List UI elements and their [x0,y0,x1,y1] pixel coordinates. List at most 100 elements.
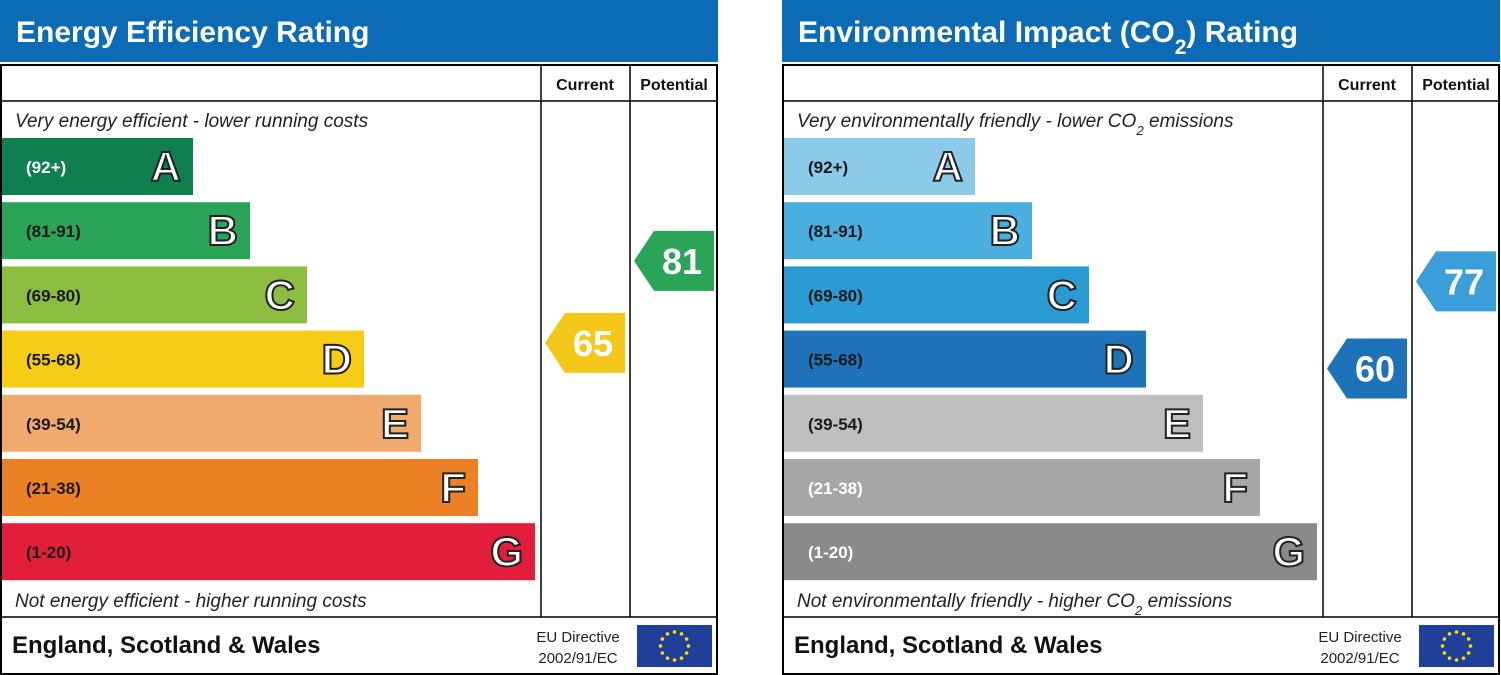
bottom-note-part: Not energy efficient - higher running co… [15,591,367,612]
rating-value: 81 [662,241,702,282]
band-range: (69-80) [26,286,81,305]
rating-arrow [1416,251,1496,312]
rating-panel: Environmental Impact (CO2) RatingCurrent… [782,0,1500,675]
band-letter: B [208,207,238,254]
band-range: (92+) [808,158,848,177]
band-bar [2,523,535,581]
column-header: Current [1338,77,1396,94]
panel-title-part: Energy Efficiency Rating [16,16,369,49]
band-range: (81-91) [808,222,863,241]
bottom-note-part: 2 [1134,603,1143,618]
footer-region: England, Scotland & Wales [12,632,320,659]
band-range: (81-91) [26,222,81,241]
band-letter: D [1104,336,1134,383]
eu-star [1461,632,1466,636]
band-bar [2,459,478,516]
band-bar [784,523,1317,581]
panel-title: Environmental Impact (CO2) Rating [798,16,1298,59]
top-note-part: 2 [1135,123,1144,138]
band-range: (1-20) [26,543,71,562]
band-range: (1-20) [808,543,853,562]
band-bar [784,394,1203,452]
eu-star [672,658,677,662]
band-letter: B [990,207,1020,254]
eu-star [1447,656,1452,660]
band-bar [784,459,1260,516]
eu-star [1461,656,1466,660]
band-letter: E [1163,400,1191,447]
band-bar [784,330,1146,388]
bottom-note-part: emissions [1142,591,1232,612]
band-letter: G [490,528,523,575]
eu-star [665,632,670,636]
eu-star [1468,644,1473,648]
band-bar [2,394,421,452]
rating-arrow [1327,338,1407,399]
band-bar [2,202,250,260]
band-letter: G [1272,528,1305,575]
panel-title-part: Environmental Impact (CO [798,16,1175,49]
band-range: (21-38) [808,479,863,498]
eu-star [1440,644,1445,648]
eu-star [684,637,689,641]
title-bar [0,0,718,62]
top-note: Very energy efficient - lower running co… [15,111,369,132]
band-bar [2,138,193,195]
top-note-part: Very energy efficient - lower running co… [15,111,369,132]
directive-text: 2002/91/EC [1320,650,1399,667]
band-bar [784,202,1032,260]
eu-star [684,651,689,655]
band-bar [2,266,307,324]
eu-star [1447,632,1452,636]
eu-star [658,644,663,648]
eu-star [660,651,665,655]
eu-star [679,632,684,636]
band-range: (69-80) [808,286,863,305]
eu-star [679,656,684,660]
eu-star [1454,658,1459,662]
eu-star [660,637,665,641]
title-bar [782,0,1500,62]
band-range: (39-54) [808,415,863,434]
eu-star [672,630,677,634]
bottom-note-part: Not environmentally friendly - higher CO [797,591,1135,612]
band-range: (55-68) [26,351,81,370]
band-range: (92+) [26,158,66,177]
band-letter: C [1047,271,1077,318]
band-bar [2,330,364,388]
bottom-note: Not energy efficient - higher running co… [15,591,367,612]
band-range: (39-54) [26,415,81,434]
eu-star [1442,637,1447,641]
band-letter: E [381,400,409,447]
rating-arrow [545,312,625,373]
panel-title: Energy Efficiency Rating [16,16,369,49]
band-bar [784,138,975,195]
directive-text: EU Directive [1318,629,1401,646]
top-note-part: emissions [1144,111,1234,132]
column-header: Potential [1422,77,1490,94]
column-header: Potential [640,77,708,94]
footer-region: England, Scotland & Wales [794,632,1102,659]
band-letter: D [322,336,352,383]
band-letter: F [1222,464,1248,511]
rating-value: 60 [1355,349,1395,390]
directive-text: 2002/91/EC [538,650,617,667]
eu-star [1466,637,1471,641]
band-letter: A [151,143,181,190]
band-range: (21-38) [26,479,81,498]
band-range: (55-68) [808,351,863,370]
eu-star [665,656,670,660]
top-note-part: Very environmentally friendly - lower CO [797,111,1137,132]
rating-arrow [634,230,714,291]
panel-title-part: ) Rating [1186,16,1298,49]
panel-title-part: 2 [1175,36,1187,59]
band-bar [784,266,1089,324]
eu-star [686,644,691,648]
eu-star [1466,651,1471,655]
band-letter: F [440,464,466,511]
eu-star [1442,651,1447,655]
rating-value: 65 [573,323,613,364]
rating-panel: Energy Efficiency Rating Current Potential… [0,0,718,675]
